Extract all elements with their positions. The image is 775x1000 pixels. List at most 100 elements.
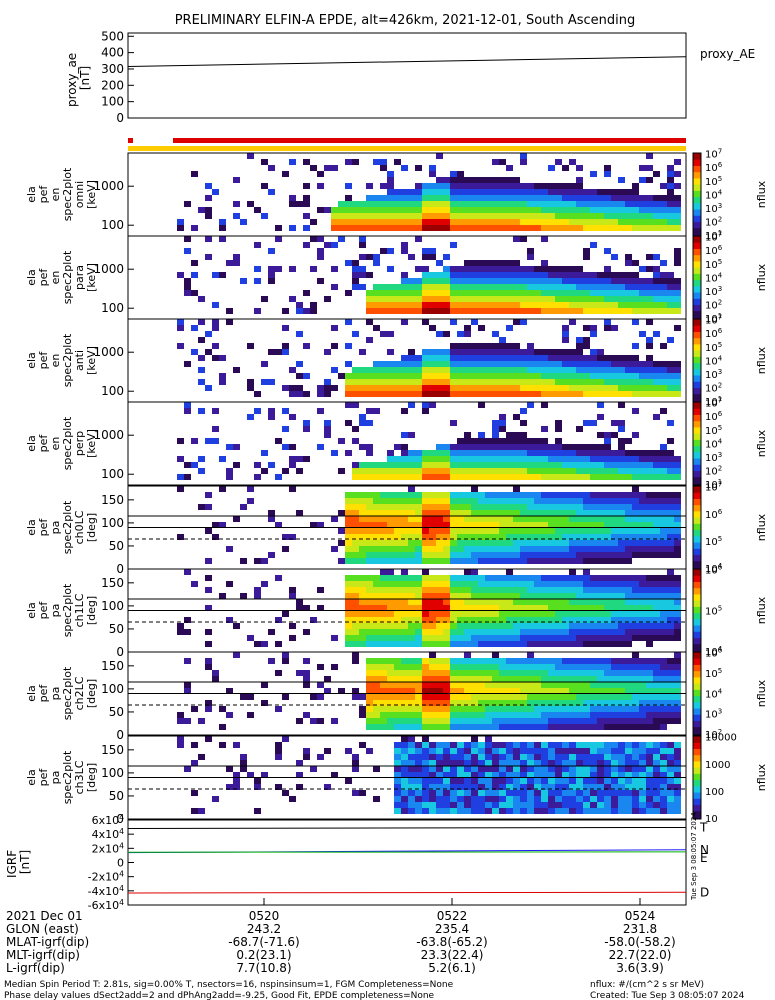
heat-cell [541,278,548,284]
heat-cell [625,558,632,564]
heat-cell [422,225,429,231]
heat-cell [625,772,632,778]
heat-cell [548,284,555,290]
heat-cell [632,796,639,802]
heat-cell [422,540,429,546]
heat-cell [527,201,534,207]
heat-cell [366,201,373,207]
heat-cell [576,183,583,189]
heat-cell [450,682,457,688]
heat-cell [359,623,366,629]
colorbar-cell [693,420,701,424]
heat-cell [520,688,527,694]
heat-cell [646,778,653,784]
heat-cell [450,760,457,766]
heat-cell [625,213,632,219]
heat-cell [513,540,520,546]
heat-cell [485,670,492,676]
heat-cell [457,278,464,284]
heat-cell [611,558,618,564]
heat-cell [345,498,352,504]
colorbar-cell [693,812,701,816]
heat-cell [464,623,471,629]
heat-cell [506,177,513,183]
heat-cell [492,635,499,641]
heat-cell [457,177,464,183]
heat-cell [492,510,499,516]
heat-cell [331,385,338,391]
heat-cell [387,641,394,647]
pa-ytick-label: 0 [116,562,124,576]
heat-cell [604,278,611,284]
heat-cell [583,784,590,790]
heat-cell [562,802,569,808]
heat-cell [492,450,499,456]
panel-ylabel-line: pef [37,434,50,453]
heat-cell [674,552,681,558]
colorbar-cell [693,612,701,616]
heat-cell [289,266,296,272]
heat-cell [478,213,485,219]
heat-cell [597,468,604,474]
heat-cell [289,623,296,629]
heat-cell [576,664,583,670]
heat-cell [415,712,422,718]
heat-cell [492,575,499,581]
heat-cell [443,177,450,183]
heat-cell [632,213,639,219]
heat-cell [660,611,667,617]
heat-cell [366,468,373,474]
heat-cell [387,635,394,641]
heat-cell [443,355,450,361]
colorbar-cell [693,816,701,820]
heat-cell [653,516,660,522]
heat-cell [471,808,478,814]
heat-cell [359,349,366,355]
heat-cell [464,504,471,510]
heat-cell [541,266,548,272]
colorbar-cell [693,666,701,670]
colorbar-cell [693,335,701,339]
colorbar-cell [693,746,701,749]
heat-cell [464,664,471,670]
heat-cell [541,468,548,474]
heat-cell [408,522,415,528]
heat-cell [457,617,464,623]
panel-ylabel-line: [keV] [85,429,98,458]
heat-cell [401,742,408,748]
heat-cell [401,165,408,171]
heat-cell [555,778,562,784]
colorbar-cell [693,269,701,272]
heat-cell [282,658,289,664]
heat-cell [597,581,604,587]
heat-cell [436,575,443,581]
heat-cell [611,361,618,367]
heat-cell [219,706,226,712]
panel-ylabel-line: pef [37,684,50,703]
heat-cell [618,796,625,802]
heat-cell [380,593,387,599]
heat-cell [597,296,604,302]
heat-cell [415,522,422,528]
heat-cell [506,664,513,670]
heat-cell [429,498,436,504]
heat-cell [541,498,548,504]
heat-cell [611,784,618,790]
heat-cell [527,808,534,814]
heat-cell [436,778,443,784]
heat-cell [499,349,506,355]
heat-cell [618,605,625,611]
heat-cell [534,718,541,724]
heat-cell [485,748,492,754]
heat-cell [205,183,212,189]
heat-cell [359,546,366,552]
heat-cell [541,664,548,670]
heat-cell [401,808,408,814]
heat-cell [478,260,485,266]
colorbar-tick-label: 105 [705,341,722,354]
colorbar-cell [693,260,701,264]
heat-cell [639,706,646,712]
heat-cell [492,420,499,426]
heat-cell [443,278,450,284]
heat-cell [366,575,373,581]
